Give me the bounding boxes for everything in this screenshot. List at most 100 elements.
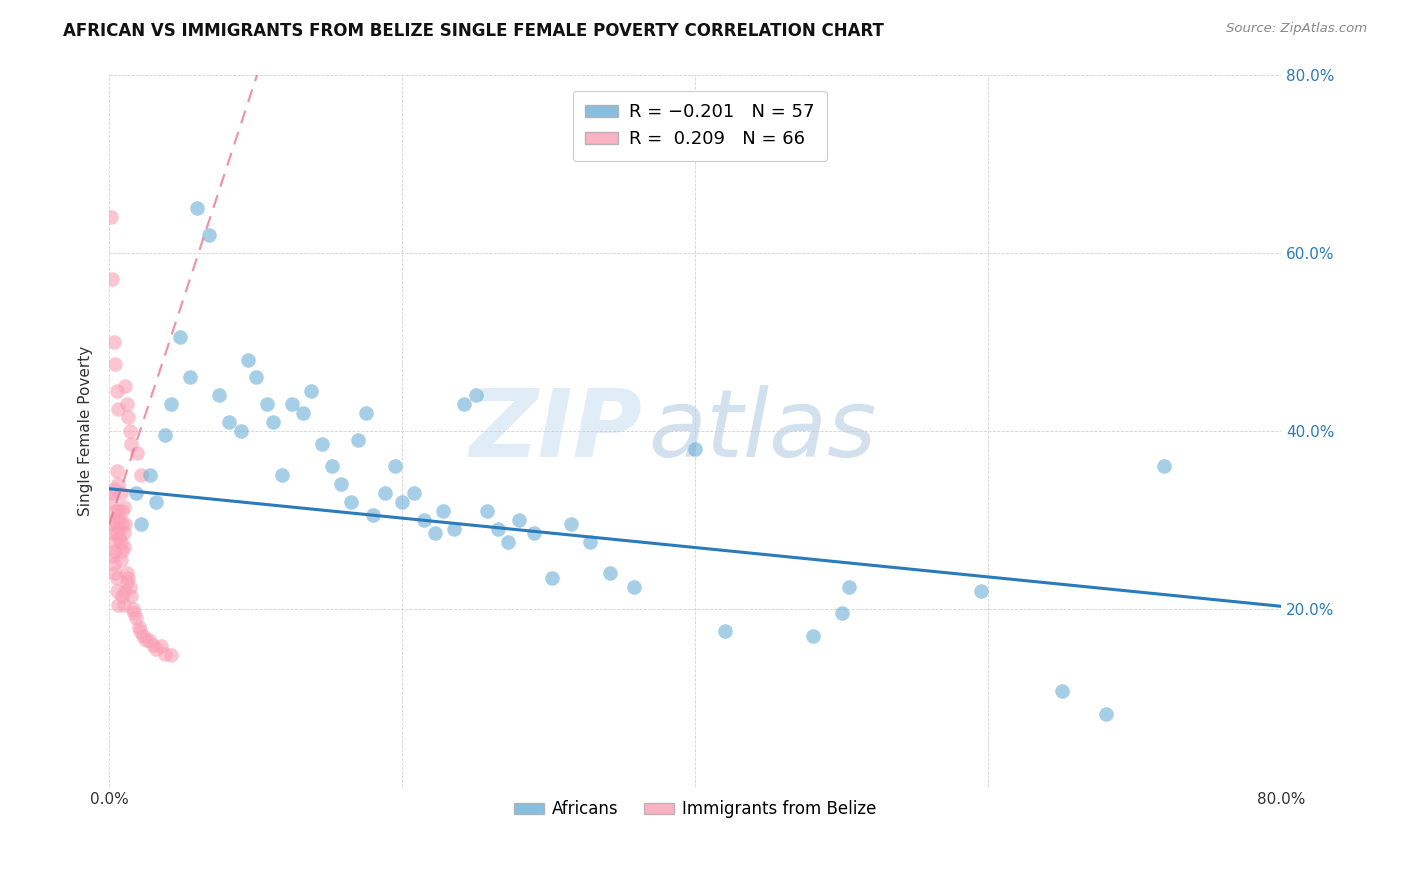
Point bbox=[142, 638, 165, 652]
Point bbox=[111, 544, 134, 558]
Point bbox=[496, 535, 519, 549]
Point bbox=[347, 433, 370, 447]
Point bbox=[321, 459, 343, 474]
Point bbox=[256, 397, 278, 411]
Text: atlas: atlas bbox=[648, 385, 877, 476]
Point bbox=[153, 647, 176, 661]
Point bbox=[145, 495, 167, 509]
Point bbox=[599, 566, 621, 581]
Point bbox=[218, 415, 240, 429]
Point bbox=[101, 272, 124, 286]
Point bbox=[110, 553, 132, 567]
Point bbox=[713, 624, 735, 639]
Point bbox=[103, 482, 125, 496]
Point bbox=[107, 598, 129, 612]
Text: ZIP: ZIP bbox=[470, 384, 643, 477]
Point bbox=[104, 544, 127, 558]
Point bbox=[443, 522, 465, 536]
Point bbox=[453, 397, 475, 411]
Point bbox=[464, 388, 486, 402]
Point bbox=[145, 642, 167, 657]
Point bbox=[101, 549, 124, 563]
Point bbox=[110, 486, 132, 500]
Point bbox=[291, 406, 314, 420]
Point bbox=[838, 580, 860, 594]
Point bbox=[108, 522, 131, 536]
Legend: Africans, Immigrants from Belize: Africans, Immigrants from Belize bbox=[508, 794, 883, 825]
Point bbox=[340, 495, 363, 509]
Point bbox=[108, 513, 131, 527]
Point bbox=[100, 210, 122, 224]
Point bbox=[402, 486, 425, 500]
Point bbox=[108, 531, 131, 545]
Point bbox=[179, 370, 201, 384]
Point bbox=[159, 397, 181, 411]
Point bbox=[623, 580, 645, 594]
Point bbox=[238, 352, 260, 367]
Point bbox=[105, 571, 128, 585]
Point bbox=[508, 513, 530, 527]
Point bbox=[117, 410, 139, 425]
Point bbox=[831, 607, 853, 621]
Point bbox=[105, 584, 128, 599]
Point bbox=[105, 384, 128, 398]
Point bbox=[114, 584, 136, 599]
Point bbox=[104, 357, 127, 371]
Point bbox=[354, 406, 377, 420]
Point bbox=[540, 571, 562, 585]
Point bbox=[139, 468, 162, 483]
Point bbox=[122, 607, 145, 621]
Text: AFRICAN VS IMMIGRANTS FROM BELIZE SINGLE FEMALE POVERTY CORRELATION CHART: AFRICAN VS IMMIGRANTS FROM BELIZE SINGLE… bbox=[63, 22, 884, 40]
Point bbox=[118, 580, 141, 594]
Point bbox=[361, 508, 384, 523]
Point bbox=[135, 633, 157, 648]
Point bbox=[153, 428, 176, 442]
Point bbox=[124, 486, 146, 500]
Point bbox=[159, 648, 181, 663]
Point bbox=[121, 602, 143, 616]
Point bbox=[103, 334, 125, 349]
Point bbox=[486, 522, 509, 536]
Point bbox=[103, 513, 125, 527]
Point bbox=[111, 589, 134, 603]
Point bbox=[115, 566, 138, 581]
Point bbox=[105, 464, 128, 478]
Point bbox=[198, 227, 221, 242]
Point bbox=[100, 517, 122, 532]
Point bbox=[104, 566, 127, 581]
Point bbox=[112, 598, 135, 612]
Point bbox=[374, 486, 396, 500]
Point bbox=[103, 535, 125, 549]
Point bbox=[120, 589, 142, 603]
Point bbox=[477, 504, 499, 518]
Point bbox=[423, 526, 446, 541]
Point bbox=[117, 571, 139, 585]
Point bbox=[128, 620, 150, 634]
Point bbox=[112, 540, 135, 554]
Point bbox=[112, 526, 135, 541]
Point bbox=[1050, 684, 1073, 698]
Point bbox=[329, 477, 352, 491]
Point bbox=[124, 611, 146, 625]
Point bbox=[229, 424, 252, 438]
Point bbox=[301, 384, 323, 398]
Point bbox=[114, 517, 136, 532]
Point bbox=[131, 468, 153, 483]
Point bbox=[685, 442, 707, 456]
Point bbox=[131, 517, 153, 532]
Point bbox=[107, 477, 129, 491]
Point bbox=[114, 379, 136, 393]
Point bbox=[115, 575, 138, 590]
Point bbox=[110, 535, 132, 549]
Y-axis label: Single Female Poverty: Single Female Poverty bbox=[79, 346, 93, 516]
Point bbox=[105, 526, 128, 541]
Point bbox=[801, 629, 824, 643]
Point bbox=[1094, 707, 1116, 722]
Point bbox=[111, 517, 134, 532]
Point bbox=[149, 640, 172, 654]
Point bbox=[579, 535, 602, 549]
Point bbox=[169, 330, 191, 344]
Point bbox=[120, 437, 142, 451]
Point bbox=[107, 504, 129, 518]
Point bbox=[101, 486, 124, 500]
